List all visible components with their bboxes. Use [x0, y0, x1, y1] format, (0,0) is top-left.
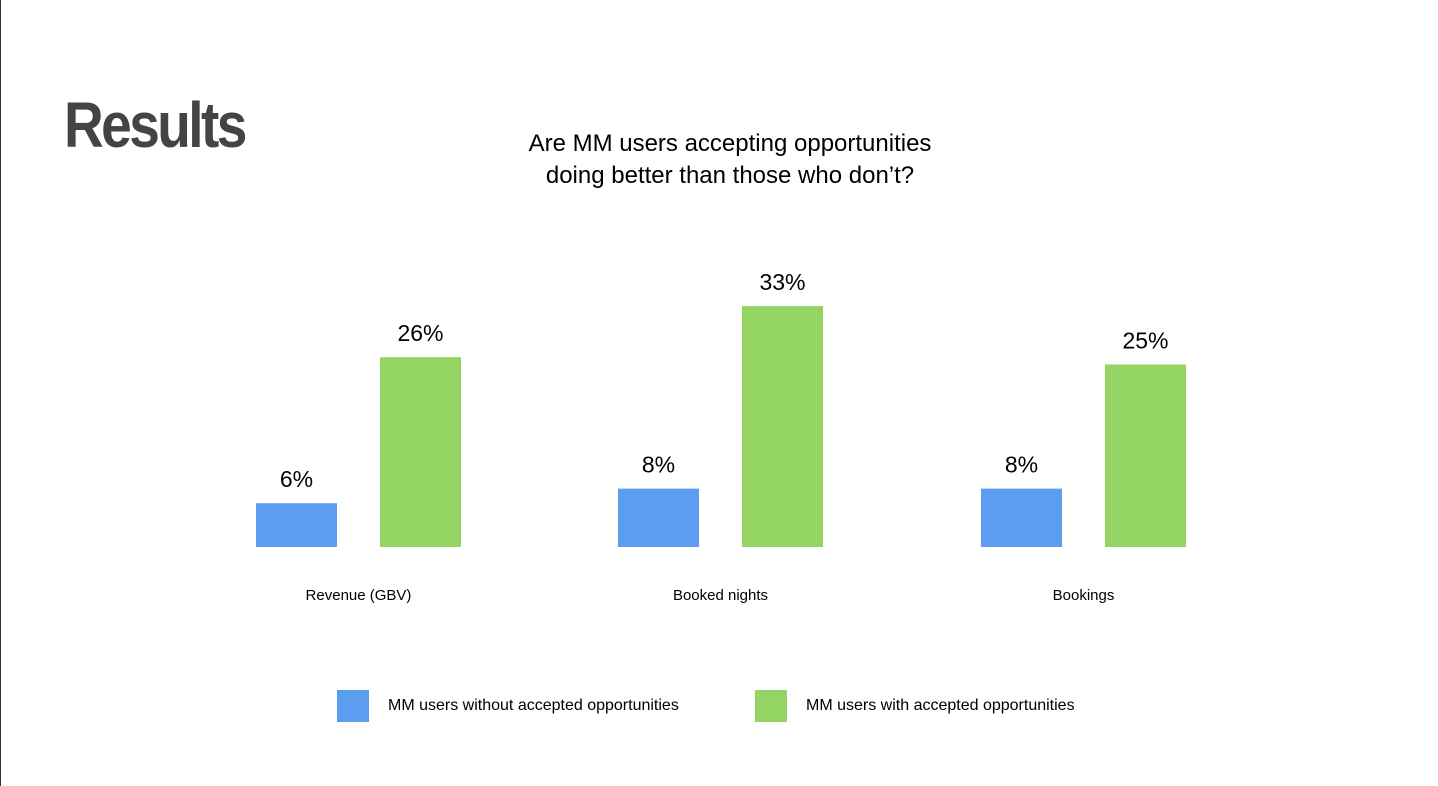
data-label-without-1: 8%	[642, 452, 675, 478]
bar-without-0	[256, 503, 337, 547]
category-label-1: Booked nights	[673, 587, 768, 604]
data-label-with-1: 33%	[759, 269, 805, 295]
slide-title: Results	[64, 89, 247, 161]
chart-title-line-2: doing better than those who don’t?	[545, 162, 915, 189]
slide-left-border	[0, 0, 1, 786]
legend-label-with: MM users with accepted opportunities	[806, 697, 1075, 714]
category-label-0: Revenue (GBV)	[306, 587, 412, 604]
chart-title-line-1: Are MM users accepting opportunities	[528, 130, 932, 157]
bar-with-1	[742, 306, 823, 547]
legend-item-with: MM users with accepted opportunities	[755, 690, 1075, 722]
legend-swatch-without	[337, 690, 369, 722]
chart-title: Are MM users accepting opportunities doi…	[400, 128, 1060, 192]
data-label-with-2: 25%	[1122, 328, 1168, 354]
legend-item-without: MM users without accepted opportunities	[337, 690, 679, 722]
bar-without-1	[618, 488, 699, 547]
data-label-with-0: 26%	[397, 320, 443, 346]
legend-swatch-with	[755, 690, 787, 722]
bar-with-2	[1105, 364, 1186, 547]
data-label-without-2: 8%	[1005, 452, 1038, 478]
data-label-without-0: 6%	[280, 466, 313, 492]
bar-with-0	[380, 357, 461, 547]
category-label-2: Bookings	[1053, 587, 1115, 604]
bar-without-2	[981, 488, 1062, 547]
legend-label-without: MM users without accepted opportunities	[388, 697, 679, 714]
